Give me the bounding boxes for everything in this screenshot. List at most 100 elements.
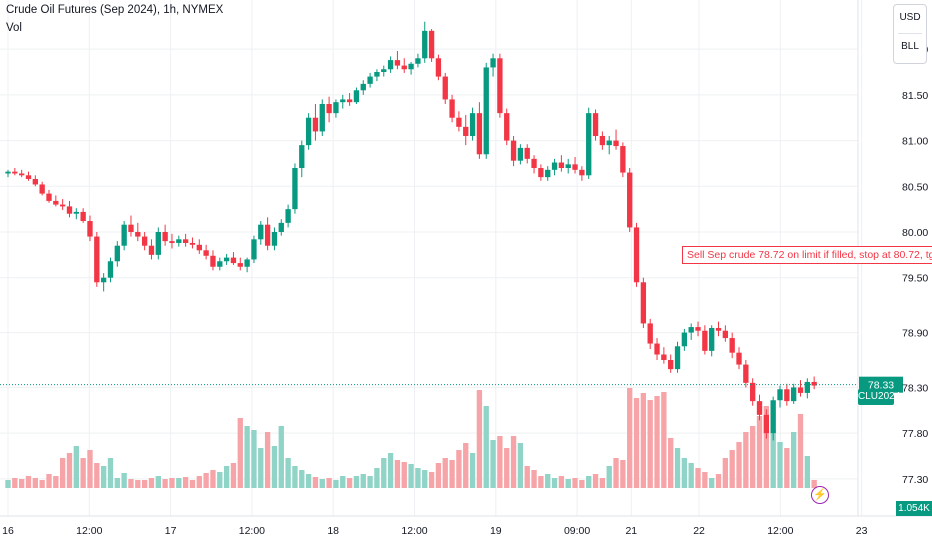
volume-bar [558, 476, 565, 488]
volume-bar [176, 478, 182, 488]
candle-body [258, 224, 264, 240]
volume-bar [346, 478, 353, 488]
candle-body [804, 381, 811, 393]
candle [141, 232, 148, 251]
candle [162, 224, 168, 246]
unit-label[interactable]: BLL [901, 41, 919, 52]
candle-body [620, 146, 626, 173]
lightning-icon[interactable]: ⚡ [811, 486, 829, 504]
candle [230, 252, 237, 265]
candle-body [135, 232, 141, 237]
candle [312, 104, 319, 141]
candle-body [661, 354, 667, 360]
candle [422, 21, 428, 63]
candle-body [606, 140, 612, 146]
candle [497, 53, 503, 118]
volume-bar [114, 478, 120, 488]
price-tick-label: 79.50 [902, 273, 928, 285]
volume-bar [791, 432, 797, 488]
candle-body [346, 99, 353, 103]
candle [128, 215, 134, 237]
unit-selector[interactable]: USD BLL [893, 4, 927, 64]
volume-bar [333, 480, 339, 488]
unit-divider [898, 33, 922, 34]
currency-label[interactable]: USD [899, 12, 921, 23]
volume-bar [237, 418, 243, 488]
candle-body [182, 239, 189, 243]
candle-body [572, 164, 578, 170]
volume-bar [538, 476, 544, 488]
candle-body [299, 145, 305, 168]
candle [196, 239, 202, 254]
candle-body [763, 414, 770, 434]
volume-bar [620, 460, 626, 488]
volume-bar [599, 478, 606, 488]
volume-bar [59, 458, 66, 488]
candle-body [394, 60, 401, 66]
candle [640, 277, 647, 328]
volume-bar [606, 466, 612, 488]
candle [463, 114, 469, 146]
candle-body [18, 173, 25, 176]
volume-bar [586, 476, 592, 488]
volume-bar [148, 478, 155, 488]
candle-body [449, 99, 455, 118]
volume-bar [579, 480, 585, 488]
volume-bar [592, 474, 599, 488]
time-tick-label: 17 [165, 525, 177, 537]
candle-body [73, 211, 79, 214]
candle [326, 96, 332, 123]
candle-body [203, 250, 209, 256]
candle [394, 50, 401, 70]
candle [579, 166, 585, 181]
candle [517, 144, 524, 165]
candle [551, 158, 558, 176]
volume-bar [674, 448, 681, 488]
price-tick-label: 80.50 [902, 181, 928, 193]
volume-bar [196, 476, 202, 488]
candle-body [750, 382, 756, 402]
volume-bar [476, 390, 483, 488]
candle-body [538, 168, 544, 178]
candle [633, 222, 640, 287]
candle-body [278, 222, 284, 232]
candle-body [53, 200, 59, 205]
candle-body [777, 389, 783, 401]
candle-body [784, 389, 790, 402]
trade-annotation[interactable]: Sell Sep crude 78.72 on limit if filled,… [682, 246, 932, 264]
volume-bar [203, 473, 209, 488]
candle [736, 347, 742, 370]
volume-bar [394, 460, 401, 488]
volume-bar [422, 470, 428, 488]
candle-body [374, 72, 380, 77]
candle-body [681, 332, 688, 347]
candle-body [797, 387, 804, 393]
volume-bar [565, 479, 571, 488]
candle [333, 99, 339, 118]
volume-bar [449, 460, 455, 488]
candle-body [729, 338, 735, 353]
candle [510, 136, 517, 167]
candle [681, 328, 688, 351]
candle [456, 111, 462, 132]
volume-bar [278, 426, 284, 488]
candle [374, 69, 380, 82]
candle [346, 93, 353, 106]
volume-indicator-label[interactable]: Vol [6, 22, 22, 34]
volume-bar [100, 466, 107, 488]
candle [203, 244, 209, 260]
volume-bar [551, 478, 558, 488]
volume-bar [661, 392, 667, 488]
candle [278, 219, 284, 236]
candle [524, 144, 530, 164]
candle-body [551, 162, 558, 170]
volume-bar [647, 400, 653, 488]
candle [647, 318, 653, 350]
volume-bar [497, 436, 503, 488]
candle-body [12, 171, 18, 174]
candle [387, 56, 394, 73]
volume-bar [128, 479, 134, 488]
volume-bar [5, 480, 11, 488]
